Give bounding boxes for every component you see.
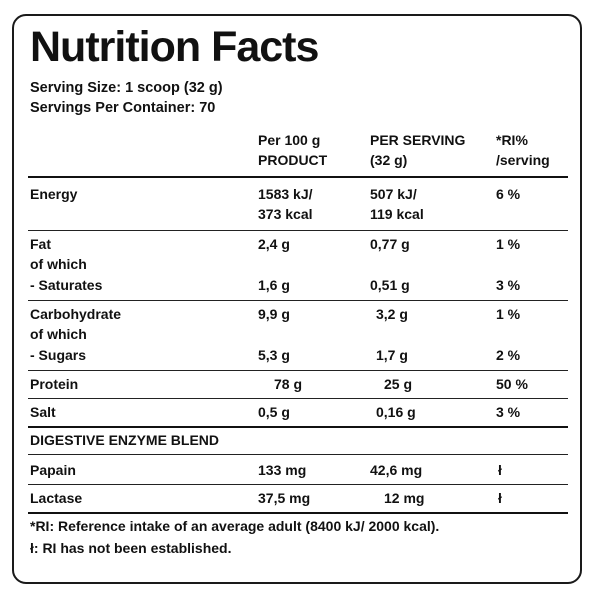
salt-label: Salt [30, 404, 56, 420]
papain-label: Papain [30, 462, 76, 478]
papain-per100: 133 mg [258, 462, 307, 478]
sugars-label: - Sugars [30, 347, 87, 363]
fat-label: Fat [30, 236, 51, 252]
header-perserving-line1: PER SERVING [370, 132, 466, 148]
fat-of-which: of which [30, 256, 87, 272]
section-divider [28, 426, 568, 428]
divider [28, 370, 568, 371]
header-per100-line1: Per 100 g [258, 132, 321, 148]
fat-ri: 1 % [496, 236, 521, 252]
sugars-per100: 5,3 g [258, 347, 290, 363]
footer-divider [28, 512, 568, 514]
header-ri-line1: *RI% [496, 132, 528, 148]
lactase-serving: 12 mg [384, 490, 425, 506]
salt-serving: 0,16 g [376, 404, 416, 420]
divider [28, 300, 568, 301]
sugars-ri: 2 % [496, 347, 521, 363]
protein-ri: 50 % [496, 376, 528, 392]
energy-ri: 6 % [496, 186, 521, 202]
energy-label: Energy [30, 186, 78, 202]
fat-per100: 2,4 g [258, 236, 290, 252]
energy-serving-kcal: 119 kcal [370, 206, 424, 222]
servings-per-container: Servings Per Container: 70 [30, 100, 216, 116]
fat-serving: 0,77 g [370, 236, 410, 252]
energy-serving-kj: 507 kJ/ [370, 186, 417, 202]
papain-ri: ł [498, 462, 502, 478]
carbohydrate-serving: 3,2 g [376, 306, 408, 322]
carbohydrate-label: Carbohydrate [30, 306, 122, 322]
lactase-ri: ł [498, 490, 502, 506]
saturates-per100: 1,6 g [258, 277, 290, 293]
nutrition-facts-label: Nutrition Facts Serving Size: 1 scoop (3… [12, 14, 582, 584]
divider [28, 398, 568, 399]
saturates-ri: 3 % [496, 277, 521, 293]
header-divider [28, 176, 568, 178]
papain-serving: 42,6 mg [370, 462, 423, 478]
enzyme-heading: DIGESTIVE ENZYME BLEND [30, 432, 220, 448]
carbohydrate-ri: 1 % [496, 306, 521, 322]
protein-label: Protein [30, 376, 79, 392]
page-title: Nutrition Facts [30, 23, 319, 71]
header-per100-line2: PRODUCT [258, 152, 328, 168]
energy-per100-kj: 1583 kJ/ [258, 186, 313, 202]
protein-per100: 78 g [274, 376, 303, 392]
lactase-per100: 37,5 mg [258, 490, 311, 506]
carb-of-which: of which [30, 326, 87, 342]
energy-per100-kcal: 373 kcal [258, 206, 313, 222]
sugars-serving: 1,7 g [376, 347, 408, 363]
carbohydrate-per100: 9,9 g [258, 306, 290, 322]
divider [28, 484, 568, 485]
lactase-label: Lactase [30, 490, 83, 506]
header-perserving-line2: (32 g) [370, 152, 408, 168]
footnote-not-established: ł: RI has not been established. [30, 540, 232, 556]
header-ri-line2: /serving [496, 152, 550, 168]
salt-ri: 3 % [496, 404, 521, 420]
protein-serving: 25 g [384, 376, 413, 392]
divider [28, 454, 568, 455]
saturates-serving: 0,51 g [370, 277, 410, 293]
saturates-label: - Saturates [30, 277, 103, 293]
salt-per100: 0,5 g [258, 404, 290, 420]
divider [28, 230, 568, 231]
footnote-ri: *RI: Reference intake of an average adul… [30, 518, 440, 534]
serving-size: Serving Size: 1 scoop (32 g) [30, 80, 223, 96]
